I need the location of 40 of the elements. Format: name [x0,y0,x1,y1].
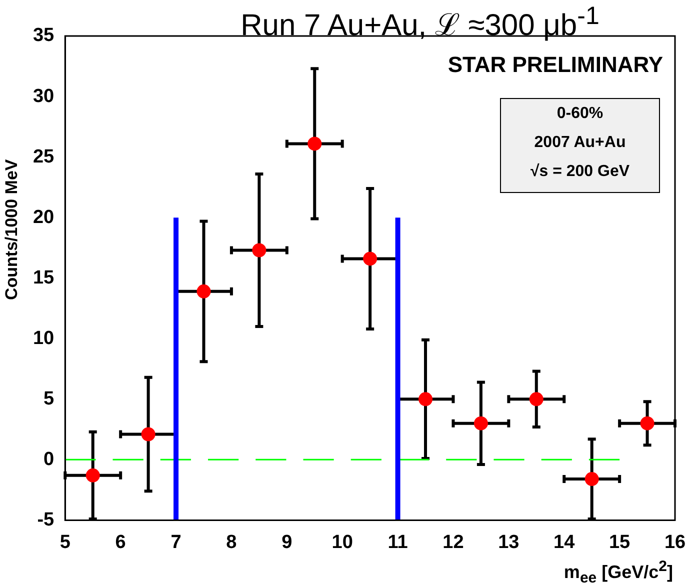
y-tick-label: -5 [37,509,55,530]
y-tick-label: 25 [32,146,55,168]
chart-title: Run 7 Au+Au, ℒ ≈300 μb$^{-1}$ [240,2,600,44]
x-tick-label: 13 [498,532,520,553]
x-axis-title: m$_{ee}$ [GeV/c$^{2}$] [564,558,673,587]
annotation: 0-60% [556,104,604,124]
annotation: √s = 200 GeV [529,162,631,182]
x-tick-label: 11 [388,532,408,553]
point [86,468,100,482]
point [529,392,544,406]
y-tick-label: 15 [32,267,55,288]
y-tick-label: 30 [32,86,54,107]
point [252,243,266,258]
x-tick-label: 15 [608,532,631,553]
x-tick-label: 5 [60,532,71,553]
y-tick-label: 20 [32,206,54,228]
point [363,252,378,266]
x-tick-label: 7 [170,532,182,553]
x-tick-label: 8 [226,532,237,553]
point [640,416,654,430]
x-tick-label: 9 [282,532,292,553]
point [308,136,322,151]
y-tick-label: 10 [32,328,54,349]
note-box: 0-60% 2007 Au+Au √s = 200 GeV [500,98,660,193]
x-tick-label: 14 [554,532,576,553]
y-axis-title: Counts/1000 MeV [2,159,22,300]
point [418,392,433,406]
x-tick-label: 12 [442,532,464,553]
y-tick-label: 0 [44,448,54,470]
point [584,472,599,486]
annotation: STAR PRELIMINARY [448,52,663,78]
point [474,416,488,430]
annotation: 2007 Au+Au [533,133,627,153]
point [196,284,211,298]
point [141,427,156,442]
x-tick-label: 10 [332,532,353,553]
x-tick-label: 16 [664,532,686,553]
y-tick-label: 35 [32,25,55,46]
y-tick-label: 5 [44,388,55,410]
x-tick-label: 6 [115,532,126,553]
